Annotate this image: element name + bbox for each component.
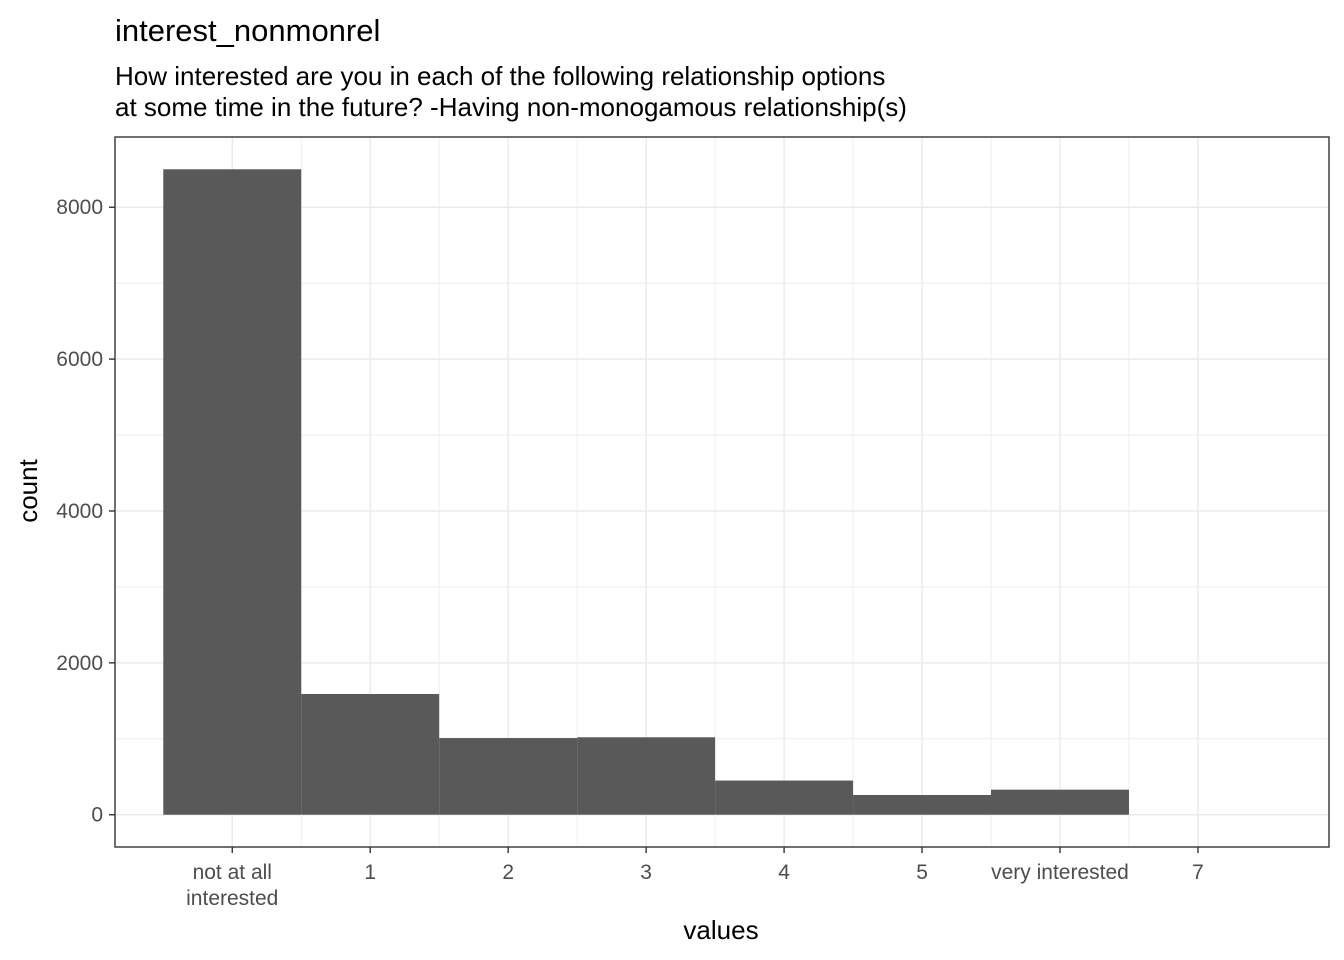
x-tick-label-4-0: 4 [778, 861, 790, 884]
y-tick-label-1: 2000 [56, 652, 103, 675]
bar-5 [853, 794, 992, 815]
y-axis-title: count [13, 458, 43, 522]
bar-1 [301, 693, 440, 815]
bar-2 [439, 738, 578, 815]
bar-0 [163, 169, 302, 815]
x-tick-label-2-0: 2 [502, 861, 514, 884]
x-tick-label-5-0: 5 [916, 861, 928, 884]
y-axis-ticks: 0 2000 4000 6000 8000 [56, 196, 115, 827]
bar-6 [991, 789, 1129, 815]
y-tick-label-2: 4000 [56, 500, 103, 523]
bar-3 [577, 737, 716, 815]
x-tick-label-7-0: 7 [1192, 861, 1204, 884]
x-tick-label-0-1: interested [186, 887, 278, 910]
x-tick-label-6-0: very interested [991, 861, 1129, 884]
y-tick-label-0: 0 [91, 804, 103, 827]
chart-subtitle-line-2: at some time in the future? -Having non-… [115, 92, 907, 122]
chart-title: interest_nonmonrel [115, 13, 380, 48]
x-axis-title: values [683, 915, 758, 945]
bar-4 [715, 780, 854, 815]
x-axis-ticks: not at all interested 1 2 3 4 5 very interested… [186, 847, 1204, 910]
chart-subtitle-line-1: How interested are you in each of the fo… [115, 61, 885, 91]
y-tick-label-3: 6000 [56, 348, 103, 371]
panel-border [114, 136, 1330, 848]
bars [163, 169, 1129, 815]
y-tick-label-4: 8000 [56, 196, 103, 219]
x-tick-label-3-0: 3 [640, 861, 652, 884]
x-tick-label-0-0: not at all [193, 861, 272, 884]
x-tick-label-1-0: 1 [364, 861, 376, 884]
